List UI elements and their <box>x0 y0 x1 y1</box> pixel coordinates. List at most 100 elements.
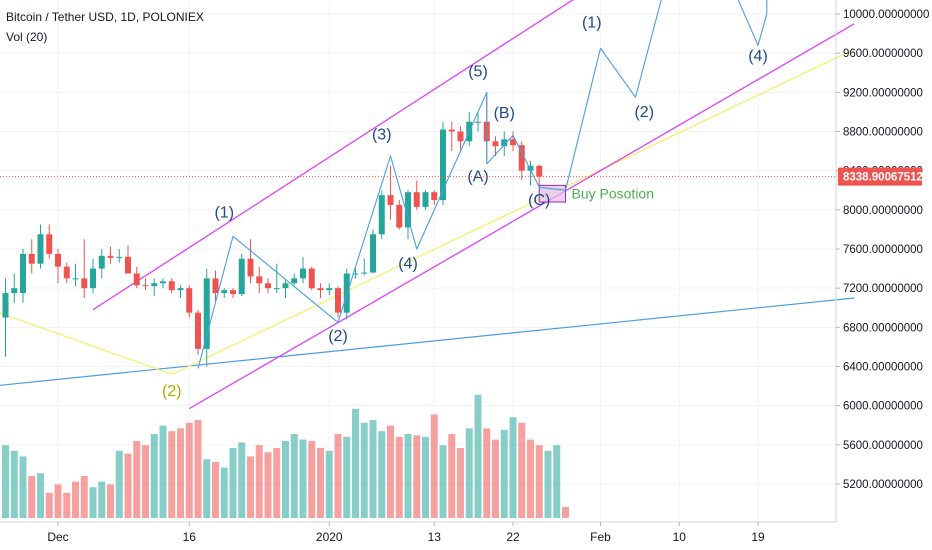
volume-bar-down <box>334 434 342 518</box>
candle-up <box>326 288 333 291</box>
wave-label: (1) <box>582 15 602 32</box>
price-tick-label: 5600.00000000 <box>843 440 923 452</box>
volume-indicator-label[interactable]: Vol (20) <box>6 30 48 44</box>
candle-up <box>475 121 481 123</box>
drawing-lines <box>0 0 855 410</box>
candle-down <box>55 253 61 267</box>
volume-bar-down <box>168 431 176 518</box>
candle-down <box>335 288 341 313</box>
wave-label: (A) <box>467 168 488 185</box>
time-axis[interactable]: Dec 16 2020 13 22 Feb 10 19 <box>47 522 765 544</box>
price-tick-label: 8800.00000000 <box>843 127 923 139</box>
channel-upper-line <box>92 0 574 311</box>
wave-label: (5) <box>468 64 488 81</box>
volume-bar-up <box>89 487 97 518</box>
volume-bar-down <box>247 456 254 518</box>
volume-bar-down <box>255 445 263 518</box>
volume-bars <box>2 394 569 518</box>
volume-bar-up <box>360 422 368 518</box>
volume-bar-down <box>54 484 62 518</box>
volume-bar-up <box>238 442 246 518</box>
candle-down <box>431 192 438 201</box>
time-tick-label: 16 <box>183 530 197 544</box>
candle-down <box>518 145 525 171</box>
volume-bar-up <box>343 436 351 518</box>
candle-up <box>2 293 9 318</box>
candle-down <box>63 266 70 279</box>
candle-down <box>107 255 114 258</box>
last-price-badge <box>838 167 922 186</box>
volume-bar-up <box>98 481 106 518</box>
volume-bar-down <box>518 422 526 518</box>
volume-bar-down <box>185 422 193 518</box>
candle-up <box>352 273 359 275</box>
wave-label: (2) <box>328 328 348 345</box>
volume-bar-up <box>465 428 473 518</box>
candle-up <box>440 129 446 201</box>
volume-bar-down <box>535 445 543 518</box>
volume-bar-up <box>282 441 289 518</box>
candle-up <box>527 165 534 171</box>
wave-label: (B) <box>494 105 515 122</box>
volume-bar-up <box>203 459 211 518</box>
candle-down <box>265 283 271 289</box>
volume-bar-down <box>483 428 491 518</box>
candle-up <box>37 234 44 264</box>
volume-bar-up <box>500 429 508 518</box>
volume-bar-down <box>124 453 132 518</box>
candle-up <box>282 283 289 289</box>
price-axis[interactable]: 10000.00000000 9600.00000000 9200.00000000… <box>836 9 929 491</box>
candle-up <box>238 258 245 295</box>
volume-bar-up <box>509 417 517 518</box>
volume-bar-down <box>562 506 569 518</box>
wave-label: (4) <box>748 48 768 65</box>
volume-bar-down <box>273 448 281 518</box>
candle-down <box>448 129 455 132</box>
candle-up <box>361 272 368 274</box>
price-tick-label: 7200.00000000 <box>843 283 923 295</box>
candle-up <box>98 255 105 269</box>
candle-up <box>203 278 210 349</box>
buy-zone-label: Buy Posotion <box>572 186 655 202</box>
volume-bar-down <box>413 435 421 518</box>
candle-up <box>11 288 18 294</box>
candle-up <box>177 288 184 291</box>
volume-bar-down <box>72 481 79 518</box>
volume-bar-up <box>19 456 27 518</box>
volume-bar-down <box>448 434 456 518</box>
volume-bar-down <box>28 476 36 518</box>
volume-bar-up <box>553 445 561 518</box>
candle-down <box>413 192 420 207</box>
volume-bar-down <box>80 476 88 518</box>
volume-bar-down <box>133 441 141 518</box>
candle-down <box>125 256 131 274</box>
candle-down <box>308 268 315 289</box>
candle-up <box>291 278 298 284</box>
volume-bar-up <box>422 436 429 518</box>
support-line <box>0 48 855 375</box>
candle-down <box>256 276 263 284</box>
volume-bar-down <box>457 448 464 518</box>
volume-bar-up <box>404 434 412 518</box>
candle-down <box>212 278 219 294</box>
volume-bar-down <box>194 420 202 518</box>
volume-bar-up <box>10 450 18 518</box>
price-tick-label: 6000.00000000 <box>843 401 923 413</box>
volume-bar-down <box>264 452 272 518</box>
volume-bar-up <box>439 445 447 518</box>
wave-label: (4) <box>398 256 418 273</box>
candle-up <box>300 268 306 279</box>
price-tick-label: 6800.00000000 <box>843 322 923 334</box>
candle-up <box>221 290 228 294</box>
candle-down <box>142 285 149 287</box>
candle-down <box>510 139 516 146</box>
price-tick-label: 8000.00000000 <box>843 205 923 217</box>
wave-label: (2) <box>634 104 654 121</box>
candle-up <box>501 139 508 147</box>
candle-up <box>160 281 166 284</box>
volume-bar-down <box>142 445 149 518</box>
time-tick-label: 22 <box>506 530 520 544</box>
elliott-wave-path <box>197 0 768 369</box>
candle-down <box>457 131 464 142</box>
